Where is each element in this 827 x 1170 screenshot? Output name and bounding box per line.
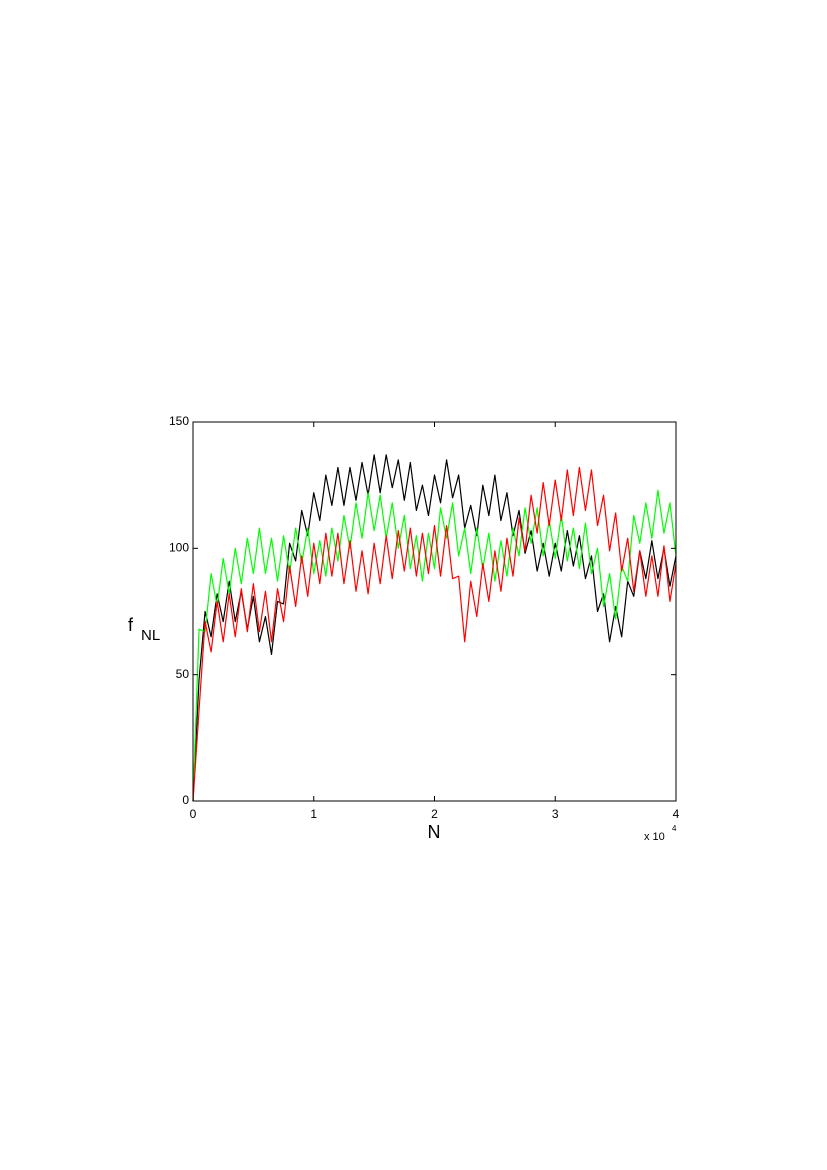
x-axis-label: N	[428, 822, 441, 842]
y-tick-label: 150	[169, 414, 189, 428]
x-tick-label: 3	[552, 807, 559, 821]
y-axis-label: f	[128, 615, 134, 635]
x-multiplier-exponent: 4	[672, 824, 677, 833]
data-line	[192, 454, 677, 802]
x-tick-label: 2	[431, 807, 438, 821]
data-line	[192, 466, 677, 802]
y-tick-label: 50	[176, 667, 190, 681]
x-tick-label: 1	[310, 807, 317, 821]
data-line	[192, 489, 677, 802]
x-tick-label: 0	[190, 807, 197, 821]
y-tick-label: 0	[182, 793, 189, 807]
x-tick-label: 4	[673, 807, 680, 821]
x-multiplier: x 10	[644, 831, 665, 843]
y-tick-label: 100	[169, 541, 189, 555]
y-axis-label-subscript: NL	[141, 627, 160, 644]
